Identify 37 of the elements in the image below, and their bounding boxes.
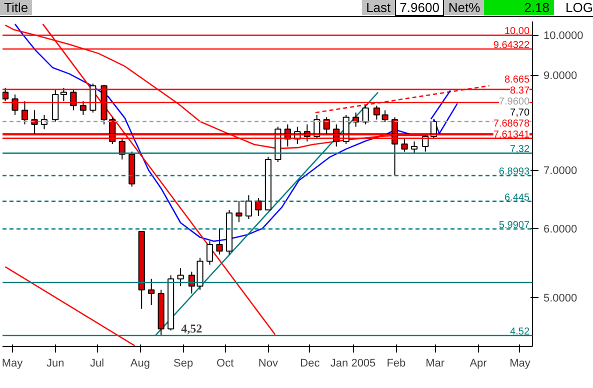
ref-line-label: 6.445 xyxy=(504,192,530,204)
y-tick-label: 7.0000 xyxy=(544,165,578,178)
text: Last xyxy=(362,0,395,15)
x-tick-label: Apr xyxy=(470,358,488,370)
x-tick-label: Dec xyxy=(300,358,320,370)
ref-line-label: 4.52 xyxy=(510,326,530,338)
x-tick-label: Nov xyxy=(258,358,278,370)
x-tick-label: May xyxy=(510,358,531,370)
x-tick-label: Feb xyxy=(386,358,406,370)
x-tick-label: Jun xyxy=(46,358,64,370)
ref-line-label: 7.68678 xyxy=(493,118,530,130)
text: Net% xyxy=(444,0,484,15)
ref-line-label: 9.64322 xyxy=(493,40,530,51)
x-tick-label: Jul xyxy=(90,358,104,370)
y-tick-label: 6.0000 xyxy=(544,223,578,236)
text: 7.9600 xyxy=(394,0,444,16)
ref-line-label: 7,70 xyxy=(510,107,530,118)
ref-line-label: 10,00 xyxy=(504,26,530,38)
y-tick-label: 9.0000 xyxy=(544,70,578,82)
ref-line-label: 7,32 xyxy=(510,144,530,156)
x-tick-label: Mar xyxy=(426,358,445,370)
y-tick-label: 5.0000 xyxy=(544,292,578,304)
annotation: 4,52 xyxy=(181,321,202,336)
ref-line-label: 8.665 xyxy=(504,74,530,86)
ref-line-label: 6.8993 xyxy=(498,166,530,178)
ref-line-label: 5.9907 xyxy=(498,220,530,231)
x-tick-label: Oct xyxy=(216,358,234,370)
x-tick-label: Jan 2005 xyxy=(330,358,376,370)
x-tick-label: Aug xyxy=(130,358,150,370)
text: 2.18 xyxy=(484,0,554,15)
y-tick-label: 10.0000 xyxy=(544,30,584,42)
x-tick-label: May xyxy=(2,358,24,370)
ref-line-label: 8.37 xyxy=(510,85,530,96)
text: Title xyxy=(0,0,32,15)
ref-line-label: 7.9600 xyxy=(498,96,530,108)
x-tick-label: Sep xyxy=(174,358,194,370)
text: LOG xyxy=(566,0,593,15)
